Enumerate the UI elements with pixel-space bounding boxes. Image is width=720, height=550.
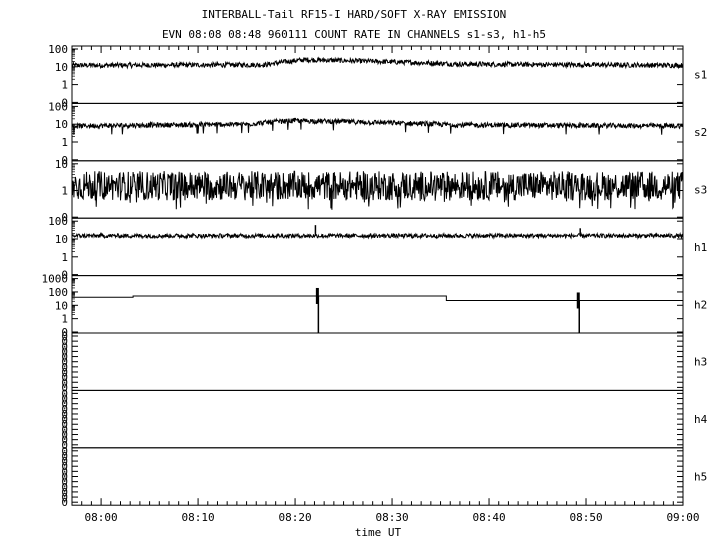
y-tick-label: 10 bbox=[55, 158, 68, 171]
y-tick-label: 0 bbox=[61, 408, 68, 421]
y-tick-label: 1 bbox=[61, 185, 68, 198]
y-tick-label: 0 bbox=[61, 455, 68, 468]
panels: s11001010s21001010s31010h11001010h210001… bbox=[42, 43, 708, 509]
y-tick-label: 0 bbox=[61, 211, 68, 224]
y-tick-label: 0 bbox=[61, 398, 68, 411]
x-tick-label: 09:00 bbox=[666, 511, 699, 524]
spike-burst-h2 bbox=[315, 287, 319, 304]
y-tick-label: 0 bbox=[61, 381, 68, 394]
y-tick-label: 0 bbox=[61, 387, 68, 400]
y-tick-label: 10 bbox=[55, 61, 68, 74]
y-tick-label: 1 bbox=[61, 313, 68, 326]
y-tick-label: 0 bbox=[61, 393, 68, 406]
y-tick-label: 10 bbox=[55, 118, 68, 131]
x-tick-label: 08:50 bbox=[569, 511, 602, 524]
y-tick-label: 0 bbox=[61, 96, 68, 109]
channel-label-h4: h4 bbox=[694, 413, 708, 426]
x-axis-label: time UT bbox=[355, 526, 402, 539]
y-tick-label: 0 bbox=[61, 429, 68, 442]
y-tick-label: 0 bbox=[61, 413, 68, 426]
y-tick-label: 0 bbox=[61, 366, 68, 379]
panel-frame bbox=[71, 447, 684, 506]
channel-label-h3: h3 bbox=[694, 356, 707, 369]
x-tick-label: 08:20 bbox=[279, 511, 312, 524]
y-tick-label: 0 bbox=[61, 460, 68, 473]
y-tick-label: 1000 bbox=[42, 273, 69, 286]
y-tick-label: 0 bbox=[61, 471, 68, 484]
x-axis: 08:00 08:10 08:20 08:30 08:40 08:50 09:00 bbox=[71, 46, 700, 524]
series-step-h2 bbox=[72, 295, 684, 304]
y-tick-label: 0 bbox=[61, 345, 68, 358]
x-tick-label: 08:40 bbox=[472, 511, 505, 524]
y-tick-label: 0 bbox=[61, 340, 68, 353]
y-tick-label: 0 bbox=[61, 476, 68, 489]
y-tick-label: 100 bbox=[48, 100, 68, 113]
y-tick-label: 0 bbox=[61, 418, 68, 431]
y-tick-label: 0 bbox=[61, 330, 68, 343]
y-tick-label: 0 bbox=[61, 434, 68, 447]
x-tick-label: 08:00 bbox=[85, 511, 118, 524]
y-tick-label: 0 bbox=[61, 335, 68, 348]
chart-subtitle: EVN 08:08 08:48 960111 COUNT RATE IN CHA… bbox=[162, 28, 546, 41]
series-line-s3 bbox=[71, 170, 684, 210]
y-tick-label: 0 bbox=[61, 351, 68, 364]
y-tick-label: 0 bbox=[61, 376, 68, 389]
panel-frame bbox=[71, 45, 684, 104]
y-tick-label: 0 bbox=[61, 154, 68, 167]
y-tick-label: 100 bbox=[48, 286, 68, 299]
panel-frame bbox=[71, 102, 684, 162]
panel-frame bbox=[71, 217, 684, 277]
y-tick-label: 1 bbox=[61, 136, 68, 149]
y-tick-label: 0 bbox=[61, 450, 68, 463]
channel-label-h2: h2 bbox=[694, 298, 707, 311]
channel-label-s2: s2 bbox=[694, 126, 707, 139]
x-tick-label: 08:30 bbox=[375, 511, 408, 524]
y-tick-label: 0 bbox=[61, 269, 68, 282]
y-tick-label: 0 bbox=[61, 403, 68, 416]
y-tick-label: 0 bbox=[61, 486, 68, 499]
y-tick-label: 0 bbox=[61, 491, 68, 504]
y-tick-label: 0 bbox=[61, 371, 68, 384]
series-line-s1 bbox=[71, 56, 684, 70]
y-tick-label: 1 bbox=[61, 251, 68, 264]
y-tick-label: 0 bbox=[61, 356, 68, 369]
y-tick-label: 0 bbox=[61, 445, 68, 458]
y-tick-label: 10 bbox=[55, 233, 68, 246]
series-line-h1 bbox=[71, 231, 684, 240]
series-line-s2 bbox=[71, 117, 684, 135]
y-tick-label: 100 bbox=[48, 43, 68, 56]
y-tick-label: 0 bbox=[61, 481, 68, 494]
channel-label-s3: s3 bbox=[694, 184, 707, 197]
spike-burst-h2 bbox=[576, 292, 580, 309]
channel-label-s1: s1 bbox=[694, 69, 707, 82]
y-tick-label: 0 bbox=[61, 496, 68, 509]
panel-frame bbox=[71, 332, 684, 391]
panel-frame bbox=[71, 275, 684, 334]
y-tick-label: 0 bbox=[61, 439, 68, 452]
panel-frame bbox=[71, 389, 684, 449]
y-tick-label: 1 bbox=[61, 79, 68, 92]
x-tick-label: 08:10 bbox=[182, 511, 215, 524]
y-tick-label: 0 bbox=[61, 465, 68, 478]
y-tick-label: 0 bbox=[61, 326, 68, 339]
channel-label-h1: h1 bbox=[694, 241, 707, 254]
y-tick-label: 0 bbox=[61, 361, 68, 374]
y-tick-label: 10 bbox=[55, 299, 68, 312]
channel-label-h5: h5 bbox=[694, 471, 707, 484]
y-tick-label: 100 bbox=[48, 215, 68, 228]
chart-title: INTERBALL-Tail RF15-I HARD/SOFT X-RAY EM… bbox=[202, 8, 507, 21]
y-tick-label: 0 bbox=[61, 423, 68, 436]
